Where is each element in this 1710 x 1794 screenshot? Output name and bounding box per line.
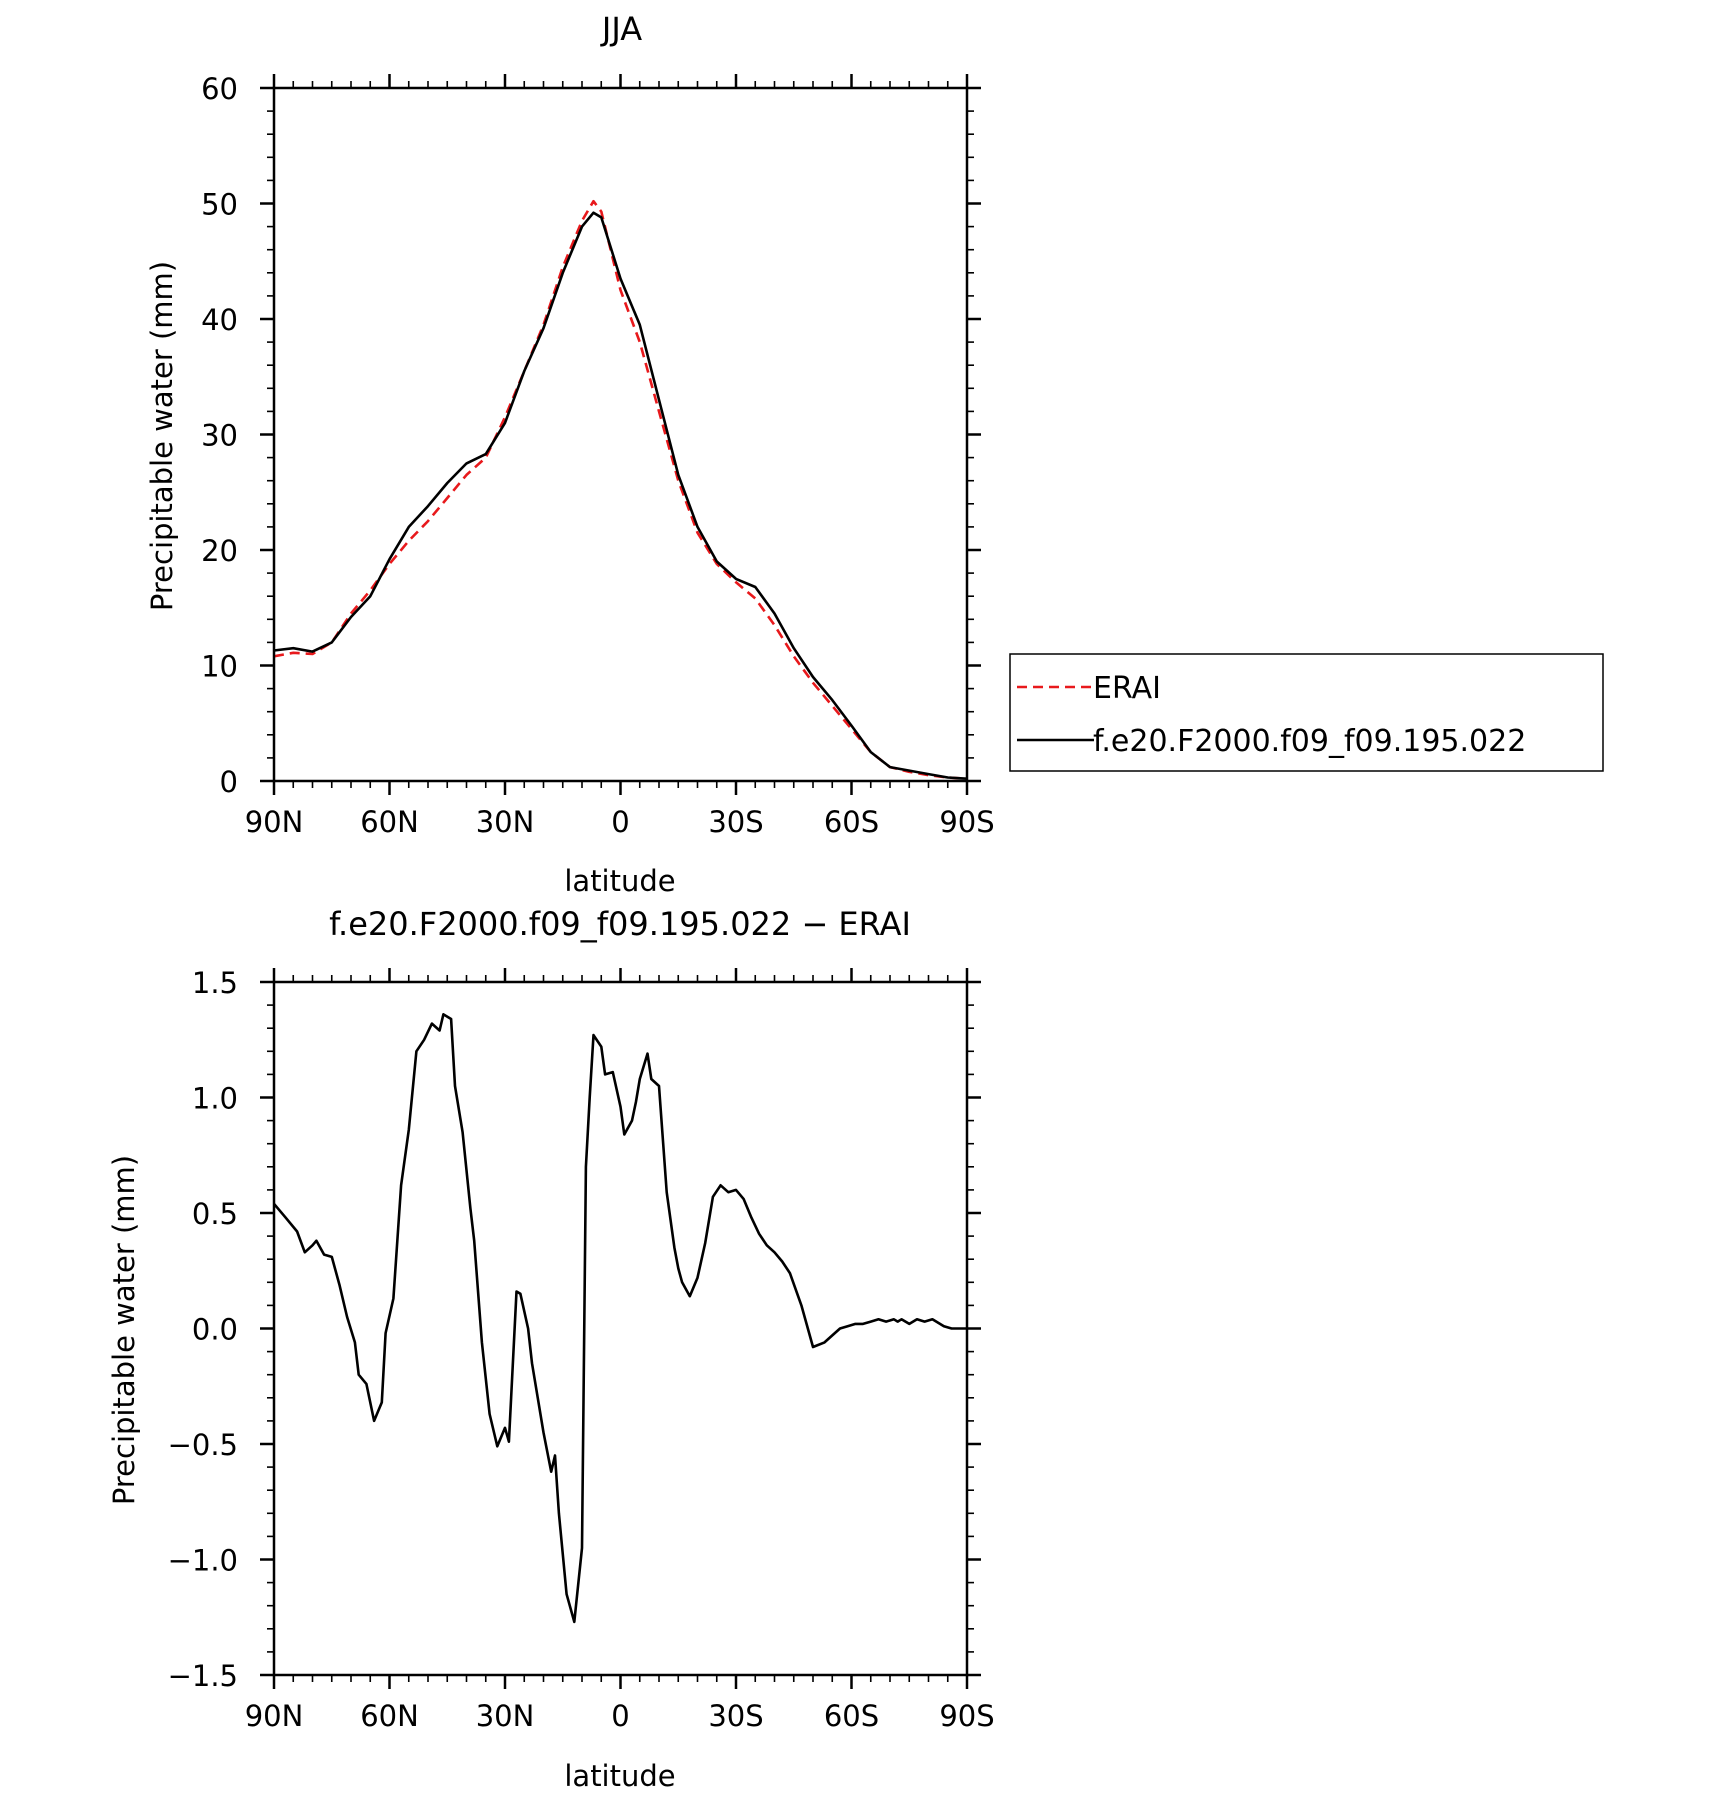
bottom-y-tick-label: 0.5 bbox=[192, 1197, 238, 1231]
legend-label-model: f.e20.F2000.f09_f09.195.022 bbox=[1093, 724, 1526, 759]
bottom-chart-title: f.e20.F2000.f09_f09.195.022 − ERAI bbox=[329, 905, 911, 943]
bottom-x-tick-label: 90S bbox=[939, 1699, 994, 1733]
top-series-line-0 bbox=[273, 199, 968, 780]
bottom-ticks-layer: 90N 60N 30N 0 30S 60S 90S −1.5 −1.0 −0.5 0.0 0.5 1.0… bbox=[168, 966, 995, 1733]
bottom-series-line-0 bbox=[273, 1012, 967, 1624]
top-x-axis-label: latitude bbox=[564, 864, 675, 898]
top-y-tick-label: 60 bbox=[201, 72, 238, 106]
bottom-plot-frame bbox=[272, 980, 969, 1677]
bottom-y-tick-label: −1.0 bbox=[168, 1544, 238, 1578]
top-series-layer bbox=[273, 199, 968, 780]
top-series-line-1 bbox=[273, 211, 968, 780]
legend-label-erai: ERAI bbox=[1093, 671, 1161, 706]
bottom-y-tick-label: 1.5 bbox=[192, 966, 238, 1000]
top-x-tick-label: 90S bbox=[939, 805, 994, 839]
top-x-tick-label: 0 bbox=[611, 805, 629, 839]
top-x-tick-label: 30N bbox=[476, 805, 535, 839]
top-chart: JJA 90N 60N 30N 0 30S 60S 90S 0 10 20 30 40 50 60 lat… bbox=[145, 10, 1604, 898]
bottom-series-layer bbox=[273, 1012, 967, 1624]
top-y-tick-label: 20 bbox=[201, 534, 238, 568]
top-y-axis-label: Precipitable water (mm) bbox=[145, 261, 179, 611]
bottom-y-tick-label: 1.0 bbox=[192, 1082, 238, 1116]
top-ticks-layer: 90N 60N 30N 0 30S 60S 90S 0 10 20 30 40 50 60 bbox=[201, 72, 995, 839]
bottom-x-tick-label: 30N bbox=[476, 1699, 535, 1733]
top-y-tick-label: 40 bbox=[201, 303, 238, 337]
bottom-x-tick-label: 90N bbox=[245, 1699, 304, 1733]
bottom-y-tick-label: −0.5 bbox=[168, 1428, 238, 1462]
top-y-tick-label: 50 bbox=[201, 188, 238, 222]
top-x-tick-label: 60S bbox=[824, 805, 879, 839]
legend-box bbox=[1009, 653, 1604, 772]
top-y-tick-label: 10 bbox=[201, 650, 238, 684]
top-x-tick-label: 60N bbox=[360, 805, 419, 839]
bottom-x-tick-label: 60S bbox=[824, 1699, 879, 1733]
bottom-y-axis-label: Precipitable water (mm) bbox=[107, 1155, 141, 1505]
bottom-y-tick-label: −1.5 bbox=[168, 1659, 238, 1693]
bottom-x-axis-label: latitude bbox=[564, 1759, 675, 1793]
bottom-chart: f.e20.F2000.f09_f09.195.022 − ERAI 90N 60… bbox=[107, 905, 995, 1793]
bottom-y-tick-label: 0.0 bbox=[192, 1313, 238, 1347]
bottom-x-tick-label: 60N bbox=[360, 1699, 419, 1733]
top-x-tick-label: 90N bbox=[245, 805, 304, 839]
top-y-tick-label: 0 bbox=[220, 765, 238, 799]
top-y-tick-label: 30 bbox=[201, 419, 238, 453]
top-plot-frame bbox=[272, 86, 969, 783]
bottom-x-tick-label: 30S bbox=[708, 1699, 763, 1733]
bottom-x-tick-label: 0 bbox=[611, 1699, 629, 1733]
top-chart-title: JJA bbox=[600, 10, 642, 48]
top-x-tick-label: 30S bbox=[708, 805, 763, 839]
legend: ERAI f.e20.F2000.f09_f09.195.022 bbox=[1009, 653, 1604, 772]
